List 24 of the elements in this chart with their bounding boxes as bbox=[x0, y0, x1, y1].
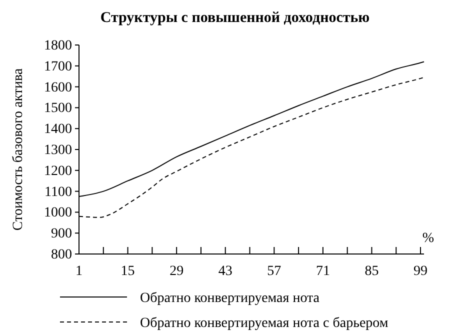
y-tick-label: 1300 bbox=[44, 142, 72, 158]
y-tick-label: 1500 bbox=[44, 101, 72, 116]
y-tick-label: 1100 bbox=[44, 184, 72, 200]
legend-label: Обратно конвертируемая нота с барьером bbox=[140, 316, 388, 331]
y-tick-label: 1700 bbox=[44, 59, 72, 74]
x-tick-label: 85 bbox=[364, 264, 379, 279]
x-tick-label: 99 bbox=[414, 264, 428, 279]
y-tick-label: 1000 bbox=[44, 206, 72, 221]
y-tick-label: 800 bbox=[51, 247, 72, 262]
x-tick-label: 57 bbox=[267, 264, 282, 279]
x-tick-label: 1 bbox=[76, 264, 82, 279]
x-axis-title: % bbox=[422, 231, 434, 246]
legend-label: Обратно конвертируемая нота bbox=[140, 291, 320, 306]
x-tick-label: 43 bbox=[218, 264, 232, 279]
x-tick-label: 15 bbox=[120, 264, 135, 279]
x-tick-label: 71 bbox=[316, 264, 330, 279]
x-tick-label: 29 bbox=[170, 264, 184, 279]
y-tick-label: 1600 bbox=[44, 80, 72, 96]
chart-title: Структуры с повышенной доходностью bbox=[100, 10, 370, 26]
y-tick-label: 1800 bbox=[44, 38, 72, 54]
y-tick-label: 1400 bbox=[44, 122, 72, 138]
y-axis-title: Стоимость базового актива bbox=[11, 68, 26, 231]
y-tick-label: 1200 bbox=[44, 164, 72, 179]
y-tick-label: 900 bbox=[51, 226, 72, 242]
